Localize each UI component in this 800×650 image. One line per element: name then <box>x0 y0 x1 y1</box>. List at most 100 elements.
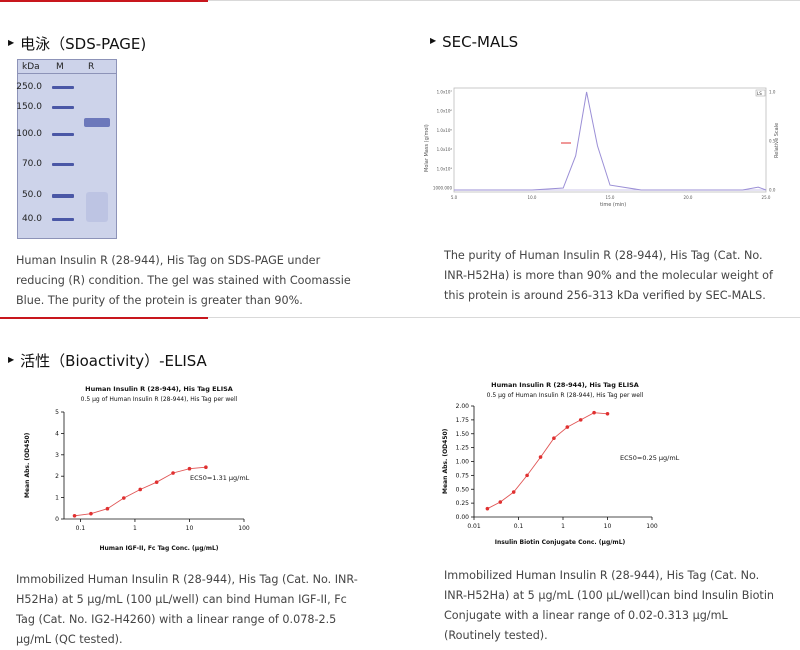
el-data-point <box>105 506 110 511</box>
sec-malls-chart: Molar Mass (g/mol) Relative Scale time (… <box>424 87 780 208</box>
er-data-point <box>511 490 516 494</box>
mid-accent-line <box>0 317 208 319</box>
elisa-chart-right: Human Insulin R (28-944), His Tag ELISA … <box>442 381 680 546</box>
er-x-tick-label: 0.1 <box>514 523 524 530</box>
el-data-point <box>138 487 143 492</box>
er-y-tick-label: 2.00 <box>456 403 470 410</box>
el-data-point <box>171 471 175 475</box>
el-y-tick-label: 2 <box>55 473 59 480</box>
el-y-tick-label: 4 <box>55 430 59 437</box>
er-data-point <box>578 418 583 422</box>
malls-y-tick-label: 1.0x10⁶ <box>437 109 453 114</box>
er-y-tick-label: 0.75 <box>456 472 470 479</box>
el-x-tick-label: 0.1 <box>76 525 86 532</box>
gel-marker-label: 50.0 <box>21 190 42 200</box>
marker-band <box>52 86 74 89</box>
gel-header-kda: kDa <box>22 62 40 72</box>
malls-legend: LS <box>757 91 762 96</box>
el-x-tick-label: 1 <box>133 525 137 532</box>
el-x-tick-label: 100 <box>238 525 250 532</box>
gel-marker-label: 40.0 <box>21 214 42 224</box>
elisa-left-subtitle: 0.5 μg of Human Insulin R (28-944), His … <box>81 396 238 403</box>
elisa-left-annotation: EC50=1.31 μg/mL <box>190 474 250 482</box>
marker-band <box>52 194 74 198</box>
malls-section-title: ▶ SEC-MALS <box>430 33 518 51</box>
malls-ls-line <box>454 91 767 191</box>
elisa-right-annotation: EC50=0.25 μg/mL <box>620 454 680 462</box>
el-x-tick-label: 10 <box>186 525 194 532</box>
top-accent-line <box>0 0 208 2</box>
elisa-left-xlabel: Human IGF-II, Fc Tag Conc. (μg/mL) <box>99 545 218 552</box>
er-y-tick-label: 0.00 <box>456 514 470 521</box>
sample-smear <box>86 192 108 222</box>
gel-header-divider <box>18 73 116 74</box>
er-data-point <box>565 425 570 429</box>
malls-plot-frame <box>453 87 767 193</box>
er-x-tick-label: 1 <box>561 523 565 530</box>
triangle-bullet-icon: ▶ <box>8 38 15 47</box>
er-data-point <box>538 455 543 459</box>
malls-ylabel: Molar Mass (g/mol) <box>424 124 430 172</box>
elisa-right-description: Immobilized Human Insulin R (28-944), Hi… <box>444 569 775 642</box>
malls-right-tick-label: 1.0 <box>769 90 776 95</box>
er-data-point <box>525 473 529 478</box>
er-y-tick-label: 0.25 <box>456 500 470 507</box>
sds-title-text: 电泳（SDS-PAGE) <box>20 35 147 53</box>
el-data-point <box>204 465 208 470</box>
gel-marker-label: 250.0 <box>16 82 42 92</box>
elisa-title-text: 活性（Bioactivity）-ELISA <box>20 352 207 370</box>
elisa-right-fit-curve <box>487 412 608 510</box>
malls-right-tick-label: 0.0 <box>769 188 776 193</box>
malls-y-tick-label: 1.0x10⁵ <box>437 128 453 133</box>
er-x-tick-label: 0.01 <box>467 523 481 530</box>
er-data-point <box>605 411 610 416</box>
gel-marker-label: 70.0 <box>21 159 42 169</box>
el-y-tick-label: 5 <box>55 409 59 416</box>
top-divider <box>208 0 800 1</box>
marker-band <box>52 106 74 109</box>
mid-divider <box>208 317 800 318</box>
gel-marker-label: 150.0 <box>16 102 42 112</box>
er-data-point <box>498 500 503 504</box>
elisa-right-title: Human Insulin R (28-944), His Tag ELISA <box>491 381 639 389</box>
malls-y-tick-label: 1.0x10⁷ <box>437 90 453 95</box>
marker-band <box>52 218 74 221</box>
el-data-point <box>89 511 93 516</box>
gel-marker-label: 100.0 <box>16 129 42 139</box>
sds-section-title: ▶ 电泳（SDS-PAGE) <box>8 33 146 54</box>
malls-right-tick-label: 0.5 <box>769 139 776 144</box>
elisa-section-title: ▶ 活性（Bioactivity）-ELISA <box>8 350 207 371</box>
malls-x-tick-label: 25.0 <box>762 195 771 200</box>
malls-x-tick-label: 15.0 <box>606 195 615 200</box>
el-data-point <box>72 513 77 518</box>
er-y-tick-label: 1.00 <box>456 459 470 466</box>
malls-xlabel: time (min) <box>600 202 626 208</box>
triangle-bullet-icon: ▶ <box>430 36 437 45</box>
elisa-right-ylabel: Mean Abs. (OD450) <box>442 428 449 494</box>
el-y-tick-label: 0 <box>55 516 59 523</box>
sds-description: Human Insulin R (28-944), His Tag on SDS… <box>16 254 351 307</box>
gel-header-r: R <box>88 62 95 72</box>
gel-lanes <box>52 86 110 222</box>
elisa-right-xlabel: Insulin Biotin Conjugate Conc. (μg/mL) <box>495 539 626 546</box>
malls-legend-box <box>755 89 766 97</box>
malls-x-tick-label: 20.0 <box>684 195 693 200</box>
malls-y-tick-label: 1000.000 <box>433 186 453 191</box>
elisa-chart-left: Human Insulin R (28-944), His Tag ELISA … <box>24 385 250 552</box>
malls-y-tick-label: 1.0x10⁴ <box>437 147 453 152</box>
malls-title-text: SEC-MALS <box>442 33 519 51</box>
el-data-point <box>154 480 159 484</box>
er-y-tick-label: 1.25 <box>456 445 470 452</box>
elisa-left-description: Immobilized Human Insulin R (28-944), Hi… <box>16 573 358 646</box>
er-y-tick-label: 1.50 <box>456 431 470 438</box>
marker-band <box>52 133 74 136</box>
marker-band <box>52 163 74 166</box>
er-x-tick-label: 100 <box>646 523 658 530</box>
malls-ylabel-right: Relative Scale <box>774 123 780 158</box>
sample-band <box>84 118 110 127</box>
elisa-left-ylabel: Mean Abs. (OD450) <box>24 432 31 498</box>
triangle-bullet-icon: ▶ <box>8 355 15 364</box>
gel-header-m: M <box>56 62 64 72</box>
el-data-point <box>187 466 192 471</box>
el-data-point <box>122 496 126 500</box>
